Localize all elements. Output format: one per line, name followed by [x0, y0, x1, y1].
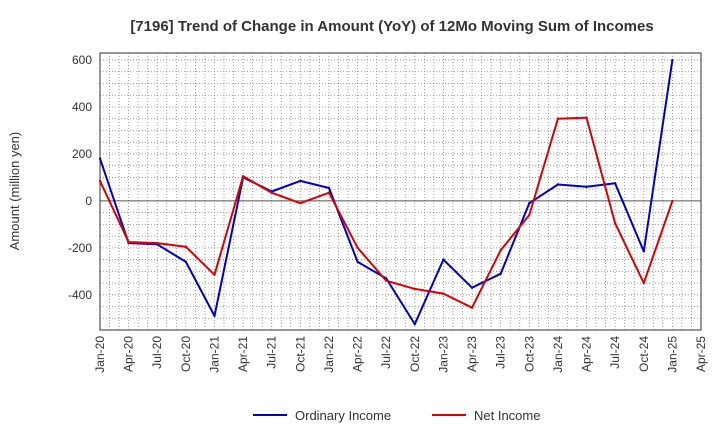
y-tick-label: 600 — [72, 53, 92, 67]
data-point — [241, 175, 245, 178]
data-point — [470, 286, 474, 289]
data-point — [156, 241, 159, 245]
data-point — [499, 272, 502, 275]
legend-label: Ordinary Income — [295, 408, 391, 423]
y-tick-label: 400 — [72, 100, 92, 114]
data-point — [528, 202, 531, 205]
data-point — [671, 58, 674, 62]
x-tick-label: Jul-20 — [150, 336, 164, 369]
x-tick-label: Apr-21 — [236, 336, 250, 372]
data-point — [327, 186, 331, 190]
x-tick-label: Jul-22 — [379, 336, 393, 369]
x-tick-label: Apr-23 — [465, 336, 479, 372]
x-tick-label: Jan-21 — [207, 336, 221, 373]
data-point — [556, 117, 560, 120]
data-point — [184, 245, 188, 248]
data-point — [327, 191, 331, 194]
x-tick-label: Oct-21 — [293, 336, 307, 372]
plot-frame — [99, 52, 702, 331]
data-point — [528, 213, 531, 217]
data-point — [671, 199, 674, 203]
x-tick-label: Jan-25 — [665, 336, 679, 373]
x-tick-label: Oct-23 — [522, 336, 536, 372]
legend-label: Net Income — [474, 408, 540, 423]
data-point — [642, 281, 645, 285]
data-point — [442, 258, 445, 261]
data-point — [356, 260, 359, 264]
x-tick-label: Jul-23 — [494, 336, 508, 369]
data-point — [613, 221, 617, 225]
data-point — [499, 248, 502, 252]
data-point — [270, 191, 273, 194]
legend: Ordinary Income Net Income — [253, 408, 540, 423]
y-tick-label: 200 — [72, 147, 92, 161]
data-point — [585, 116, 588, 119]
x-tick-label: Jan-24 — [551, 336, 565, 373]
data-point — [442, 292, 445, 295]
data-point — [98, 157, 102, 160]
x-tick-label: Jul-21 — [265, 336, 279, 369]
x-tick-label: Jan-22 — [322, 336, 336, 373]
y-axis-label: Amount (million yen) — [7, 132, 22, 251]
x-tick-label: Apr-22 — [351, 336, 365, 372]
data-point — [356, 246, 359, 250]
data-point — [184, 260, 188, 264]
x-tick-label: Oct-22 — [408, 336, 422, 372]
data-point — [213, 273, 216, 277]
y-tick-label: -400 — [68, 288, 92, 302]
x-tick-label: Apr-24 — [580, 336, 594, 372]
x-tick-label: Jul-24 — [608, 336, 622, 369]
plot-background — [100, 53, 701, 330]
x-tick-label: Oct-24 — [637, 336, 651, 372]
data-point — [413, 322, 417, 326]
y-tick-label: -200 — [68, 241, 92, 255]
data-point — [299, 202, 302, 205]
data-point — [613, 182, 617, 185]
plot-area: 600 400 200 0 -200 -400 Jan-20 Apr-20 Jul-20 Oct-… — [68, 52, 708, 373]
data-point — [127, 240, 130, 244]
x-tick-label: Oct-20 — [179, 336, 193, 372]
y-tick-label: 0 — [85, 194, 92, 208]
data-point — [213, 314, 216, 318]
data-point — [585, 185, 588, 189]
x-tick-label: Jan-20 — [93, 336, 107, 373]
data-point — [556, 183, 560, 186]
x-tick-label: Apr-25 — [694, 336, 708, 372]
data-point — [98, 179, 102, 183]
x-tick-label: Jan-23 — [436, 336, 450, 373]
data-point — [470, 306, 474, 309]
data-point — [384, 279, 388, 282]
data-point — [299, 179, 302, 183]
chart-title: [7196] Trend of Change in Amount (YoY) o… — [130, 18, 653, 35]
data-point — [642, 250, 645, 253]
data-point — [413, 287, 417, 291]
x-tick-label: Apr-20 — [122, 336, 136, 372]
